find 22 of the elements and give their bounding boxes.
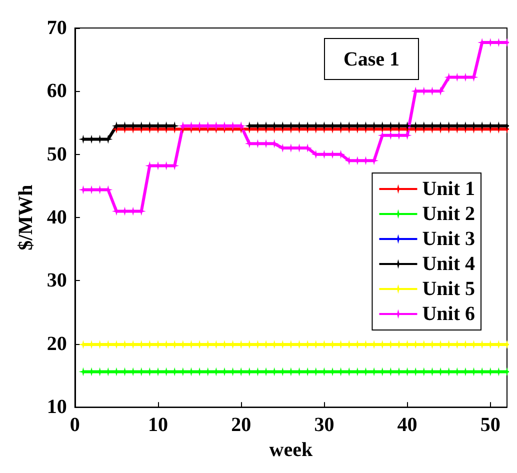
legend-label: Unit 1	[422, 178, 476, 200]
x-tick-label: 30	[314, 414, 334, 436]
y-tick-label: 20	[46, 332, 67, 355]
y-tick-label: 60	[46, 80, 67, 102]
legend-label: Unit 3	[422, 228, 476, 250]
x-tick-label: 20	[231, 414, 252, 436]
annotation: Case 1	[343, 48, 400, 70]
x-tick-label: 50	[480, 414, 500, 436]
x-axis-title: week	[269, 439, 314, 461]
legend-label: Unit 6	[422, 303, 476, 325]
y-tick-label: 10	[46, 396, 67, 418]
y-tick-label: 70	[46, 17, 67, 39]
y-axis-title: $/MWh	[15, 184, 37, 250]
legend-label: Unit 5	[422, 278, 476, 300]
y-tick-label: 30	[46, 270, 67, 292]
y-tick-label: 50	[46, 143, 67, 166]
legend-label: Unit 4	[422, 253, 476, 275]
y-tick-label: 40	[46, 206, 67, 229]
x-tick-label: 40	[397, 414, 418, 436]
x-tick-label: 0	[70, 414, 80, 436]
x-tick-label: 10	[148, 414, 168, 436]
legend-label: Unit 2	[422, 203, 476, 225]
